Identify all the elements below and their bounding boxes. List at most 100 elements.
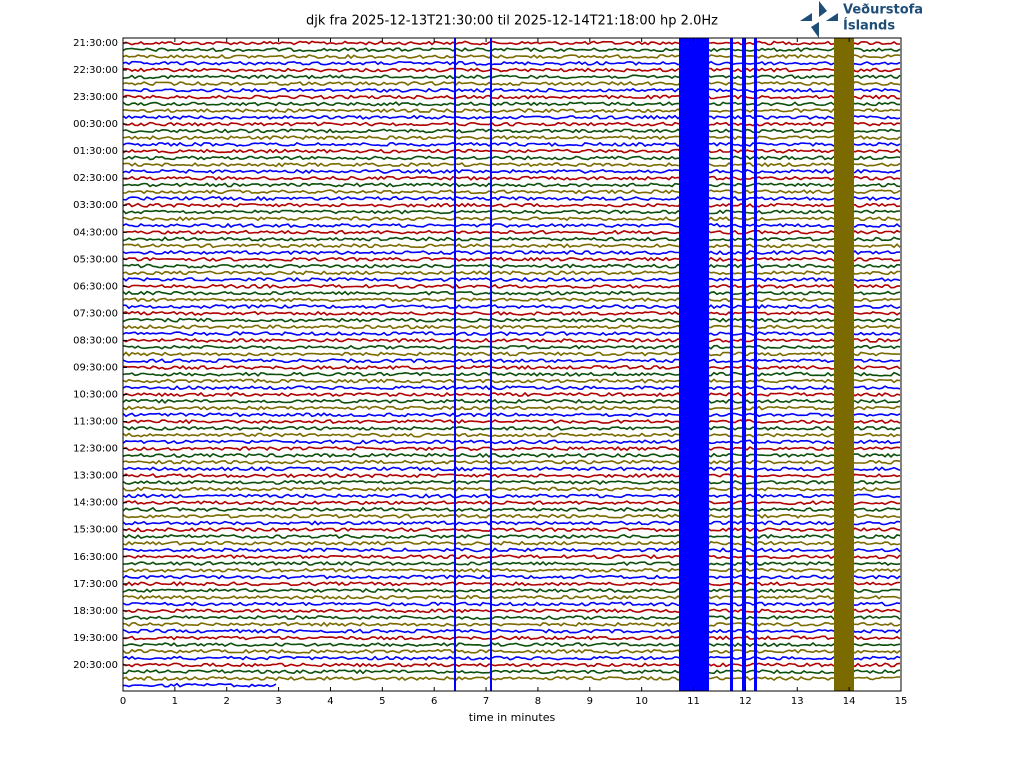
x-tick-label: 14: [843, 696, 856, 707]
logo-mark: [819, 1, 827, 17]
trace: [122, 67, 901, 73]
trace: [122, 290, 901, 296]
trace: [122, 385, 901, 391]
trace: [122, 567, 901, 573]
trace: [122, 527, 901, 533]
trace: [122, 628, 901, 634]
trace: [122, 419, 901, 425]
trace: [122, 398, 901, 405]
event-line: [742, 38, 746, 691]
y-tick-label: 01:30:00: [73, 146, 118, 157]
trace: [122, 479, 901, 486]
event-block: [834, 38, 854, 691]
y-tick-label: 16:30:00: [73, 552, 118, 563]
logo-text: Íslands: [843, 18, 895, 34]
event-line: [730, 38, 733, 691]
trace: [122, 337, 901, 344]
trace: [122, 601, 901, 607]
x-tick-label: 13: [791, 696, 804, 707]
trace: [122, 459, 901, 465]
trace: [122, 60, 901, 66]
x-tick-label: 1: [172, 696, 178, 707]
trace: [122, 243, 901, 249]
y-tick-label: 14:30:00: [73, 498, 118, 509]
trace: [122, 94, 900, 100]
trace: [122, 317, 901, 323]
trace: [122, 432, 901, 438]
trace: [122, 74, 901, 80]
traces: [122, 40, 901, 688]
x-tick-label: 3: [275, 696, 281, 707]
trace: [122, 405, 901, 411]
trace: [122, 351, 901, 357]
event-line: [754, 38, 757, 691]
trace: [122, 412, 901, 418]
logo-text: Veðurstofa: [843, 3, 923, 18]
trace: [122, 128, 901, 134]
trace: [122, 675, 901, 682]
trace: [122, 263, 901, 269]
x-axis-label: time in minutes: [469, 711, 556, 724]
y-tick-label: 02:30:00: [73, 173, 118, 184]
trace: [122, 425, 901, 431]
trace: [122, 391, 901, 398]
trace: [122, 655, 901, 661]
trace: [122, 635, 901, 641]
trace: [122, 439, 901, 445]
trace: [122, 40, 901, 46]
trace: [122, 283, 901, 289]
trace: [122, 53, 901, 60]
x-tick-label: 6: [431, 696, 437, 707]
logo-mark: [826, 13, 838, 21]
x-tick-label: 5: [379, 696, 385, 707]
trace: [122, 107, 901, 114]
trace: [122, 141, 901, 147]
y-tick-label: 03:30:00: [73, 200, 118, 211]
events: [454, 38, 854, 691]
trace: [122, 364, 901, 371]
trace: [122, 310, 901, 316]
trace: [122, 547, 901, 553]
trace: [122, 47, 901, 53]
trace: [122, 466, 901, 472]
y-tick-label: 00:30:00: [73, 119, 118, 130]
trace: [122, 114, 901, 120]
x-tick-label: 10: [635, 696, 648, 707]
trace: [122, 520, 901, 526]
trace: [122, 486, 901, 492]
y-tick-label: 23:30:00: [73, 92, 118, 103]
trace: [122, 500, 900, 506]
y-tick-label: 07:30:00: [73, 308, 118, 319]
trace: [122, 297, 901, 303]
trace: [122, 87, 901, 93]
trace: [122, 168, 901, 175]
trace: [122, 121, 901, 127]
x-tick-label: 12: [739, 696, 752, 707]
y-tick-label: 21:30:00: [73, 38, 118, 49]
trace: [122, 148, 901, 154]
x-tick-label: 4: [327, 696, 333, 707]
trace: [122, 303, 901, 310]
trace: [122, 189, 901, 195]
y-tick-label: 11:30:00: [73, 417, 118, 428]
trace: [122, 621, 901, 628]
trace: [122, 256, 901, 262]
y-tick-label: 05:30:00: [73, 254, 118, 265]
event-block: [679, 38, 709, 691]
trace: [122, 222, 901, 229]
trace: [122, 344, 901, 350]
y-tick-label: 12:30:00: [73, 444, 118, 455]
trace: [122, 216, 901, 222]
trace: [122, 155, 901, 161]
x-tick-label: 0: [120, 696, 126, 707]
trace: [122, 175, 901, 181]
trace: [122, 101, 900, 107]
logo: Veðurstofa Íslands: [800, 1, 923, 38]
trace: [122, 229, 901, 235]
trace: [122, 195, 901, 202]
trace: [122, 641, 901, 648]
y-tick-label: 17:30:00: [73, 579, 118, 590]
trace: [122, 554, 901, 560]
trace: [122, 236, 901, 242]
